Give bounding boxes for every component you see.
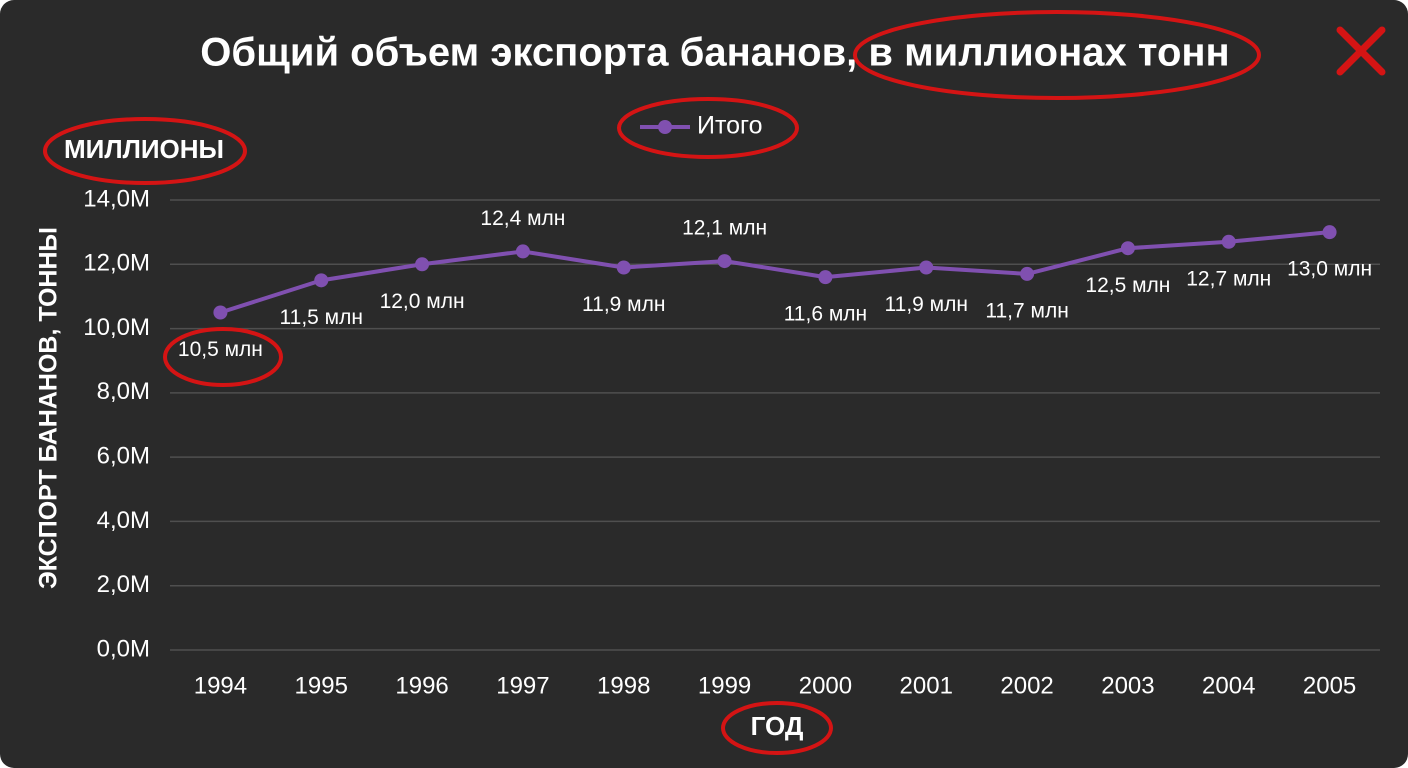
x-tick-label: 1996	[395, 672, 448, 699]
data-point	[1322, 225, 1337, 240]
data-point	[1020, 266, 1035, 281]
data-point	[415, 257, 430, 272]
x-tick-label: 2005	[1303, 672, 1356, 699]
y-tick-label: 8,0M	[97, 378, 150, 405]
data-point	[616, 260, 631, 275]
highlight-ellipse	[721, 701, 833, 755]
data-label: 11,7 млн	[985, 299, 1068, 322]
data-label: 11,9 млн	[885, 293, 968, 316]
highlight-ellipse	[163, 327, 283, 387]
x-tick-label: 2003	[1101, 672, 1154, 699]
x-axis-label: ГОД	[751, 711, 804, 741]
y-tick-label: 10,0M	[83, 314, 150, 341]
chart-title: Общий объем экспорта бананов, в миллиона…	[200, 31, 1229, 75]
legend-marker	[658, 120, 672, 134]
highlight-ellipse	[853, 10, 1261, 100]
data-point	[515, 244, 530, 259]
x-tick-label: 1994	[194, 672, 247, 699]
data-label: 10,5 млн	[178, 338, 263, 361]
y-tick-label: 6,0M	[97, 442, 150, 469]
y-tick-label: 2,0M	[97, 571, 150, 598]
cross-icon	[1336, 26, 1386, 76]
highlight-ellipse	[43, 117, 247, 185]
x-tick-label: 1998	[597, 672, 650, 699]
data-label: 12,1 млн	[682, 217, 767, 240]
highlight-ellipse	[617, 97, 799, 159]
plot-area: 0,0M 2,0M 4,0M 6,0M 8,0M 10,0M 12,0M 14,0M 1994 1…	[83, 112, 1380, 699]
data-point	[717, 254, 732, 269]
y-axis-label: ЭКСПОРТ БАНАНОВ, ТОННЫ	[35, 227, 63, 589]
annotations	[43, 10, 1386, 755]
data-label: 12,7 млн	[1186, 267, 1271, 290]
data-point	[1221, 234, 1236, 249]
data-label: 13,0 млн	[1287, 258, 1372, 281]
data-label: 11,6 млн	[784, 303, 867, 326]
y-tick-label: 4,0M	[97, 507, 150, 534]
y-tick-label: 12,0M	[83, 250, 150, 277]
y-tick-label: 0,0M	[97, 635, 150, 662]
data-point	[1120, 241, 1135, 256]
data-label: 11,5 млн	[280, 306, 363, 329]
x-tick-label: 2002	[1000, 672, 1053, 699]
x-tick-label: 1999	[698, 672, 751, 699]
x-tick-label: 2000	[799, 672, 852, 699]
data-point	[818, 270, 833, 285]
y-tick-label: 14,0M	[83, 185, 150, 212]
x-tick-label: 1995	[295, 672, 348, 699]
units-label: МИЛЛИОНЫ	[64, 134, 224, 164]
data-label: 12,4 млн	[480, 207, 565, 230]
data-point	[213, 305, 228, 320]
data-point	[314, 273, 329, 288]
data-label: 12,0 млн	[380, 290, 465, 313]
data-point	[919, 260, 934, 275]
x-tick-label: 2001	[900, 672, 953, 699]
data-label: 11,9 млн	[582, 293, 665, 316]
x-tick-label: 2004	[1202, 672, 1255, 699]
legend-label: Итого	[697, 112, 763, 140]
x-tick-label: 1997	[496, 672, 549, 699]
data-label: 12,5 млн	[1085, 274, 1170, 297]
series-line	[219, 230, 1330, 315]
